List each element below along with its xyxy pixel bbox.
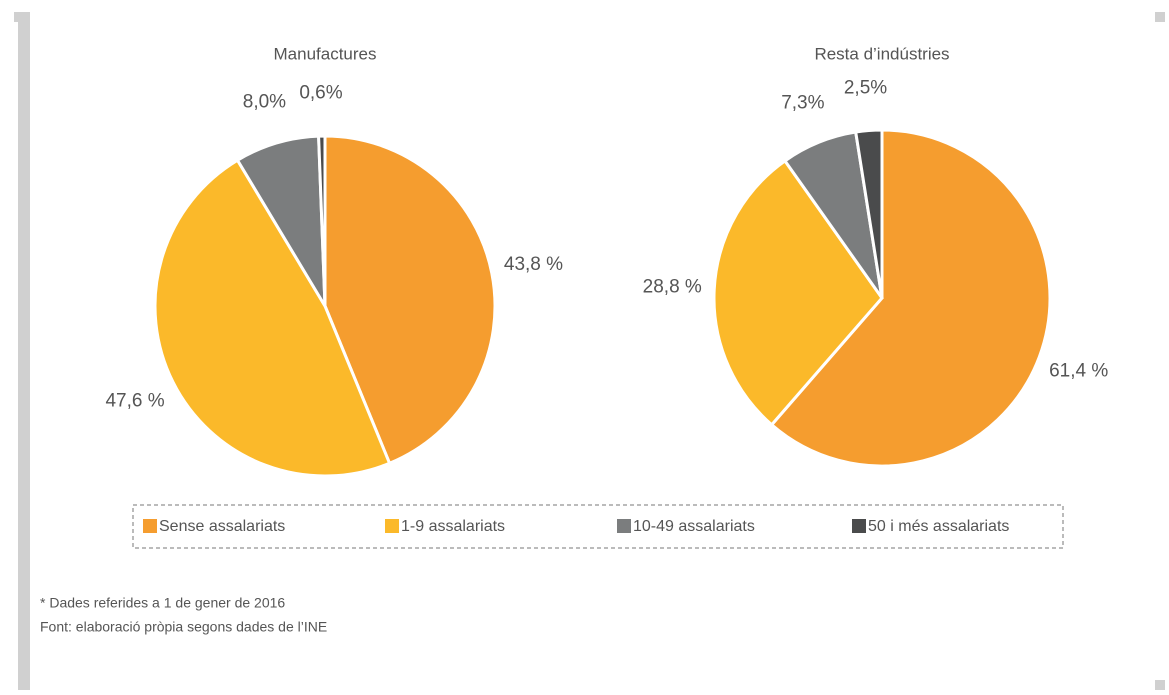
slice-label: 43,8 % [504, 254, 563, 275]
chart-title: Manufactures [274, 44, 377, 63]
slice-label: 0,6% [299, 83, 342, 104]
frame-corner [1155, 12, 1165, 22]
frame-corner [14, 12, 30, 22]
note: Font: elaboració pròpia segons dades de … [40, 619, 327, 635]
legend-swatch [852, 519, 866, 533]
frame-corner [1155, 680, 1165, 690]
legend-swatch [385, 519, 399, 533]
legend-box [132, 504, 1064, 549]
pie-slice [854, 128, 884, 299]
pie-slice [712, 158, 884, 427]
chart-title: Resta d’indústries [814, 44, 949, 63]
slice-label: 61,4 % [1049, 361, 1108, 382]
slice-label: 2,5% [844, 78, 887, 99]
pie-slice [317, 134, 327, 307]
pie-slice [323, 134, 497, 466]
legend-label: Sense assalariats [159, 518, 285, 535]
legend-swatch [143, 519, 157, 533]
pie-slice [153, 158, 392, 478]
slice-label: 8,0% [243, 91, 286, 112]
frame-bar [18, 14, 30, 690]
legend-label: 10-49 assalariats [633, 518, 755, 535]
legend-label: 1-9 assalariats [401, 518, 505, 535]
legend-label: 50 i més assalariats [868, 518, 1009, 535]
slice-label: 7,3% [781, 92, 824, 113]
legend-swatch [617, 519, 631, 533]
slice-label: 28,8 % [643, 276, 702, 297]
pie-slice [769, 128, 1052, 468]
slice-label: 47,6 % [105, 390, 164, 411]
note: * Dades referides a 1 de gener de 2016 [40, 595, 285, 611]
